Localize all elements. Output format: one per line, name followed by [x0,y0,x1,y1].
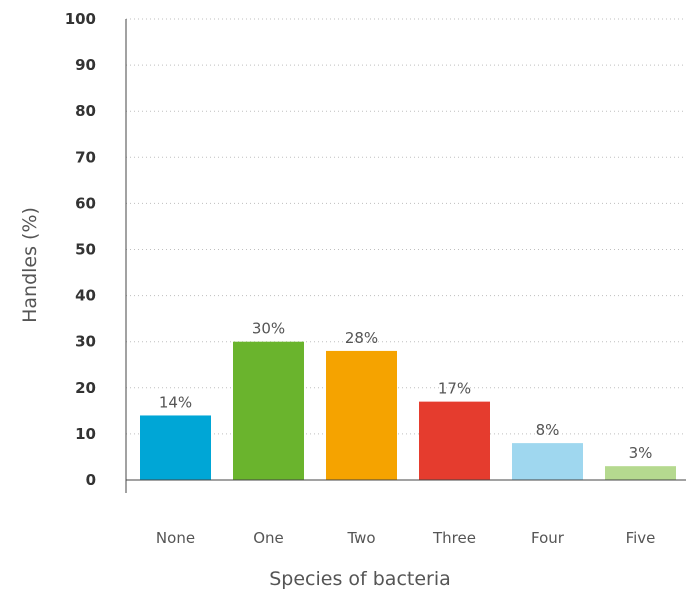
bar-one [233,341,304,480]
bar-four [512,443,583,480]
bar-five [605,466,676,480]
x-category-label: One [253,529,284,547]
y-tick-label: 100 [65,10,96,28]
y-axis-ticks: 0 10 20 30 40 50 60 70 80 90 100 [65,10,96,489]
bar-two [326,350,397,480]
x-axis-category-labels: None One Two Three Four Five [156,529,655,547]
x-axis-title: Species of bacteria [269,568,451,589]
y-tick-label: 30 [75,333,96,351]
bar-value-label: 8% [536,421,560,439]
grid-lines [126,18,686,435]
bar-value-label: 28% [345,329,378,347]
bar-value-labels: 14% 30% 28% 17% 8% 3% [159,320,653,462]
bar-value-label: 3% [629,444,653,462]
y-tick-label: 0 [86,471,96,489]
y-tick-label: 60 [75,194,96,212]
bar-value-label: 14% [159,393,192,411]
y-tick-label: 90 [75,56,96,74]
bar-value-label: 30% [252,320,285,338]
y-tick-label: 20 [75,379,96,397]
x-category-label: Three [432,529,476,547]
y-tick-label: 80 [75,102,96,120]
x-category-label: None [156,529,195,547]
y-tick-label: 40 [75,287,96,305]
bar-three [419,401,490,480]
x-category-label: Five [626,529,656,547]
bar-value-label: 17% [438,380,471,398]
y-tick-label: 70 [75,148,96,166]
bars [140,341,676,480]
y-tick-label: 10 [75,425,96,443]
y-axis-title: Handles (%) [19,207,41,323]
x-category-label: Two [346,529,375,547]
bar-none [140,415,211,480]
x-category-label: Four [531,529,565,547]
y-tick-label: 50 [75,241,96,259]
